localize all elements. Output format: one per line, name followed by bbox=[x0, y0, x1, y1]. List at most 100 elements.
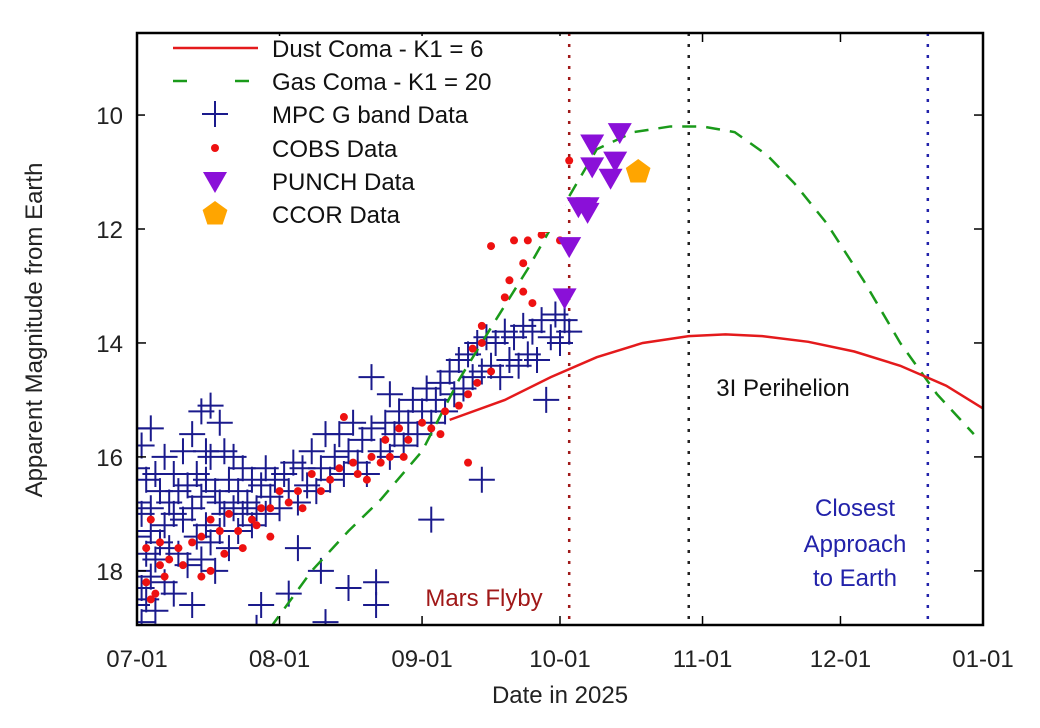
closest-approach-label-line1: Closest bbox=[815, 495, 895, 522]
mpc-data-point bbox=[326, 421, 353, 448]
gas-coma-curve bbox=[270, 125, 975, 625]
cobs-data-point bbox=[339, 413, 348, 422]
mpc-data-point bbox=[248, 592, 275, 619]
mpc-data-point bbox=[137, 523, 150, 550]
cobs-data-point bbox=[293, 487, 302, 496]
punch-data-point bbox=[557, 237, 582, 259]
legend-label-dust: Dust Coma - K1 = 6 bbox=[272, 36, 483, 63]
annotations: Mars Flyby 3I Perihelion Closest Approac… bbox=[425, 375, 906, 612]
cobs-data-point bbox=[505, 276, 514, 285]
y-tick-label: 10 bbox=[96, 103, 123, 130]
cobs-data-point bbox=[215, 526, 224, 535]
cobs-data-point bbox=[353, 470, 362, 479]
cobs-data-point bbox=[266, 532, 275, 541]
cobs-data-point bbox=[160, 572, 169, 581]
legend-label-cobs: COBS Data bbox=[272, 136, 398, 163]
mpc-data-point bbox=[137, 609, 155, 625]
legend-cobs-dot-icon bbox=[211, 144, 219, 152]
mpc-data-point bbox=[137, 432, 155, 459]
mpc-data-point bbox=[487, 364, 514, 391]
cobs-data-point bbox=[142, 578, 151, 587]
cobs-data-point bbox=[335, 464, 344, 473]
legend: Dust Coma - K1 = 6 Gas Coma - K1 = 20 MPC … bbox=[145, 36, 565, 232]
mpc-data-point bbox=[358, 364, 385, 391]
cobs-data-point bbox=[266, 504, 275, 513]
cobs-data-point bbox=[146, 515, 155, 524]
cobs-data-point bbox=[487, 367, 496, 376]
mpc-data-point bbox=[528, 307, 555, 334]
y-tick-label: 18 bbox=[96, 559, 123, 586]
mpc-data-point bbox=[284, 535, 311, 562]
legend-label-mpc: MPC G band Data bbox=[272, 102, 469, 129]
cobs-data-point bbox=[468, 344, 477, 353]
cobs-data-point bbox=[316, 487, 325, 496]
legend-label-ccor: CCOR Data bbox=[272, 202, 401, 229]
mpc-data-point bbox=[524, 347, 551, 374]
punch-data-point bbox=[580, 134, 605, 156]
cobs-data-point bbox=[188, 538, 197, 547]
mpc-data-point bbox=[255, 614, 258, 625]
mpc-data-point bbox=[197, 443, 224, 470]
cobs-data-point bbox=[197, 572, 206, 581]
punch-data-point bbox=[603, 151, 628, 173]
punch-data-point bbox=[575, 202, 600, 224]
mpc-data-point bbox=[160, 461, 187, 488]
dust-coma-curve bbox=[449, 333, 983, 422]
closest-approach-label-line2: Approach bbox=[804, 531, 907, 558]
cobs-data-point bbox=[537, 230, 546, 239]
cobs-data-point bbox=[523, 236, 532, 245]
cobs-data-point bbox=[165, 555, 174, 564]
x-tick-label: 07-01 bbox=[106, 646, 167, 673]
mpc-data-point bbox=[160, 580, 187, 607]
mpc-data-point bbox=[151, 443, 178, 470]
mpc-data-point bbox=[206, 489, 233, 516]
mpc-data-point bbox=[142, 546, 169, 573]
cobs-data-point bbox=[381, 435, 390, 444]
cobs-data-point bbox=[146, 595, 155, 604]
cobs-data-point bbox=[376, 458, 385, 467]
cobs-data-point bbox=[519, 259, 528, 268]
x-tick-label: 01-01 bbox=[952, 646, 1013, 673]
cobs-data-point bbox=[404, 435, 413, 444]
cobs-data-point bbox=[464, 390, 473, 399]
mpc-data-point bbox=[137, 415, 164, 442]
y-axis-label: Apparent Magnitude from Earth bbox=[21, 163, 48, 498]
plot-area bbox=[137, 33, 983, 625]
cobs-data-point bbox=[385, 452, 394, 461]
cobs-data-point bbox=[275, 487, 284, 496]
cobs-data-point bbox=[427, 424, 436, 433]
cobs-data-point bbox=[528, 299, 537, 308]
mpc-data-point bbox=[197, 392, 224, 419]
cobs-data-point bbox=[454, 401, 463, 410]
mpc-data-point bbox=[418, 506, 445, 533]
mpc-data-point bbox=[340, 409, 367, 436]
mpc-data-point bbox=[206, 409, 233, 436]
cobs-data-point bbox=[197, 532, 206, 541]
cobs-data-point bbox=[284, 498, 293, 507]
cobs-data-point bbox=[418, 418, 427, 427]
x-tick-label: 08-01 bbox=[249, 646, 310, 673]
punch-data-point bbox=[552, 288, 577, 310]
mpc-data-point bbox=[188, 546, 215, 573]
cobs-data-point bbox=[178, 561, 187, 570]
cobs-data-point bbox=[464, 458, 473, 467]
mpc-data-point bbox=[298, 438, 325, 465]
mpc-data-point bbox=[202, 557, 229, 584]
mpc-data-point bbox=[335, 574, 362, 601]
mpc-data-point bbox=[252, 500, 279, 527]
legend-mpc-plus-icon bbox=[202, 101, 228, 127]
perihelion-label: 3I Perihelion bbox=[716, 375, 849, 402]
cobs-data-point bbox=[326, 475, 335, 484]
y-tick-label: 12 bbox=[96, 217, 123, 244]
legend-punch-triangle-icon bbox=[203, 172, 227, 193]
cobs-data-point bbox=[206, 566, 215, 575]
cobs-data-point bbox=[151, 589, 160, 598]
mpc-data-point bbox=[404, 421, 431, 448]
mpc-data-point bbox=[169, 438, 196, 465]
cobs-data-point bbox=[224, 509, 233, 518]
mpc-data-point bbox=[215, 535, 242, 562]
cobs-data-point bbox=[155, 538, 164, 547]
mpc-data-point bbox=[137, 563, 164, 590]
mpc-data-point bbox=[142, 597, 169, 624]
